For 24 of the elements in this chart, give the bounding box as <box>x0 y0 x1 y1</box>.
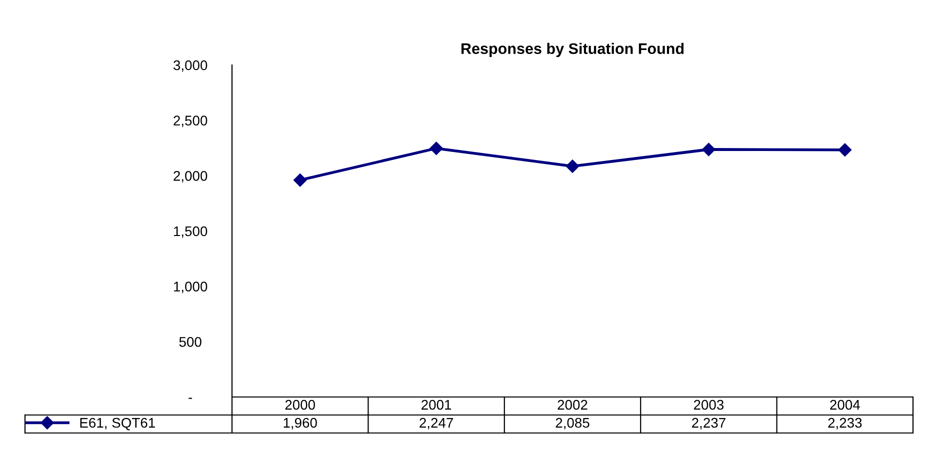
y-tick-label: 1,000 <box>174 282 208 294</box>
point <box>430 142 443 155</box>
data-label: 2,233 <box>828 418 862 430</box>
y-tick-label: 1,500 <box>174 226 208 238</box>
y-tick-label: 2,000 <box>174 171 208 182</box>
data-label: 2,237 <box>692 418 726 430</box>
point <box>838 143 852 156</box>
point <box>702 142 716 156</box>
chart-title: Responses by Situation Found <box>461 42 684 58</box>
x-tick-label: 2002 <box>558 400 588 410</box>
data-label: 2,247 <box>420 418 453 430</box>
x-tick-label: 2001 <box>422 400 452 410</box>
data-label: 1,960 <box>284 418 317 430</box>
y-tick-label: 2,500 <box>174 116 208 128</box>
y-tick-label: 500 <box>179 337 202 347</box>
legend-label: E61, SQT61 <box>80 418 155 430</box>
point <box>566 160 580 173</box>
x-tick-label: 2003 <box>694 400 724 410</box>
y-tick-label: 3,000 <box>173 60 208 72</box>
point <box>294 174 307 187</box>
y-tick-label: - <box>188 398 192 399</box>
data-label: 2,085 <box>556 418 590 430</box>
x-tick-label: 2004 <box>830 400 860 410</box>
x-tick-label: 2000 <box>285 400 316 410</box>
